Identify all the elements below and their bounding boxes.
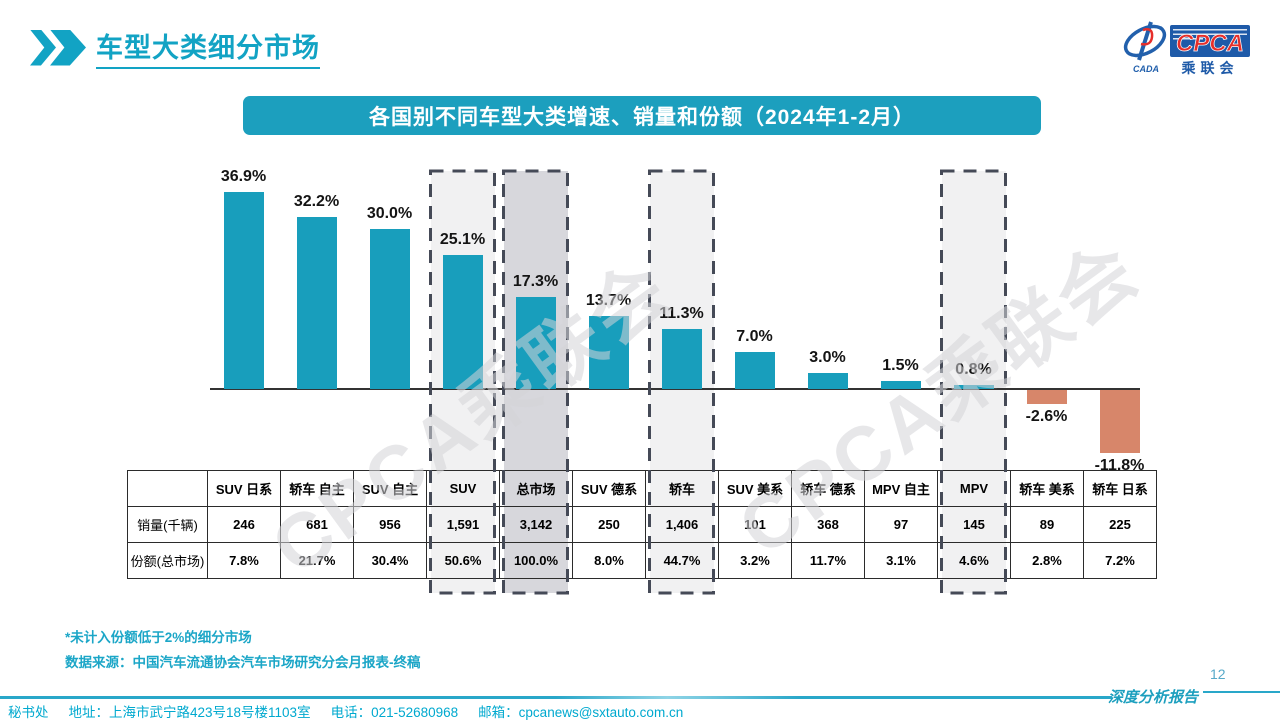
table-header-cell: MPV (937, 470, 1011, 507)
table-value-cell: 97 (864, 506, 938, 543)
growth-bar (369, 229, 410, 389)
table-value-cell: 7.2% (1083, 542, 1157, 579)
growth-bar (223, 192, 264, 389)
table-value-cell: 2.8% (1010, 542, 1084, 579)
logo-acronym: CPCA (1176, 30, 1244, 57)
table-header-cell: SUV 日系 (207, 470, 281, 507)
chevron-right-icon (30, 29, 56, 66)
footer-email: 邮箱：cpcanews@sxtauto.com.cn (478, 705, 684, 720)
report-type-label: 深度分析报告 (1108, 690, 1199, 706)
table-row-label: 份额(总市场) (127, 542, 208, 579)
table-header-cell: 轿车 (645, 470, 719, 507)
bar-value-label: 17.3% (512, 273, 559, 290)
table-value-cell: 368 (791, 506, 865, 543)
bar-value-label: 11.3% (659, 305, 704, 322)
cpca-logo-graphic: CADA CPCA 乘联会 (1123, 21, 1250, 76)
table-value-cell: 50.6% (426, 542, 500, 579)
table-value-cell: 4.6% (937, 542, 1011, 579)
growth-bar (880, 381, 921, 389)
bar-value-label: 36.9% (220, 168, 267, 185)
table-value-cell: 30.4% (353, 542, 427, 579)
table-header-cell: SUV 自主 (353, 470, 427, 507)
bar-value-label: 1.5% (882, 357, 919, 374)
chart-banner-title: 各国别不同车型大类增速、销量和份额（2024年1-2月） (243, 96, 1041, 135)
footer-contact: 秘书处 地址：上海市武宁路423号18号楼1103室 电话：021-526809… (8, 701, 683, 720)
logo-sub-label: CADA (1133, 64, 1159, 74)
growth-bar (1026, 390, 1067, 404)
table-header-cell: SUV 美系 (718, 470, 792, 507)
table-value-cell: 3.1% (864, 542, 938, 579)
growth-bar (661, 329, 702, 389)
table-corner-cell (127, 470, 208, 507)
footer-divider-line-right (1203, 691, 1280, 693)
table-value-cell: 8.0% (572, 542, 646, 579)
table-value-cell: 225 (1083, 506, 1157, 543)
bar-value-label: 13.7% (585, 292, 632, 309)
footer-secretariat: 秘书处 (8, 705, 49, 720)
growth-bar (734, 352, 775, 389)
table-header-cell: SUV (426, 470, 500, 507)
table-value-cell: 1,591 (426, 506, 500, 543)
table-value-cell: 101 (718, 506, 792, 543)
table-value-cell: 250 (572, 506, 646, 543)
table-value-cell: 44.7% (645, 542, 719, 579)
footnote-source: 数据来源：中国汽车流通协会汽车市场研究分会月报表-终稿 (65, 655, 421, 670)
table-value-cell: 246 (207, 506, 281, 543)
table-row-label: 销量(千辆) (127, 506, 208, 543)
footnote-asterisk: *未计入份额低于2%的细分市场 (65, 630, 252, 645)
bar-value-label: 7.0% (736, 328, 773, 345)
table-value-cell: 11.7% (791, 542, 865, 579)
growth-bar (515, 297, 556, 389)
bar-value-label: -11.8% (1094, 457, 1145, 474)
growth-bar (588, 316, 629, 389)
table-value-cell: 681 (280, 506, 354, 543)
data-table: SUV 日系 轿车 自主 SUV 自主 SUV 总市场 SUV 德系 轿车 SUV 美系 轿车 … (127, 470, 1157, 579)
double-chevron-icon (30, 29, 86, 66)
footer-address: 地址：上海市武宁路423号18号楼1103室 (68, 705, 311, 720)
table-value-cell: 1,406 (645, 506, 719, 543)
table-header-cell: MPV 自主 (864, 470, 938, 507)
table-header-cell: 轿车 美系 (1010, 470, 1084, 507)
table-value-cell: 3.2% (718, 542, 792, 579)
footer-phone: 电话：021-52680968 (330, 705, 459, 720)
table-value-cell: 89 (1010, 506, 1084, 543)
table-value-cell: 7.8% (207, 542, 281, 579)
cpca-logo: CADA CPCA 乘联会 (1120, 16, 1252, 81)
bar-value-label: 30.0% (366, 205, 413, 222)
table-value-cell: 145 (937, 506, 1011, 543)
bar-value-label: 25.1% (439, 231, 486, 248)
growth-bar (1099, 390, 1140, 453)
table-value-cell: 100.0% (499, 542, 573, 579)
page-number: 12 (1210, 666, 1226, 682)
page-title: 车型大类细分市场 (96, 26, 320, 69)
table-value-cell: 3,142 (499, 506, 573, 543)
table-header-cell: 轿车 自主 (280, 470, 354, 507)
growth-bar (807, 373, 848, 389)
footer-divider-line (0, 696, 1112, 699)
table-value-cell: 956 (353, 506, 427, 543)
growth-bar (953, 385, 994, 389)
header: 车型大类细分市场 (30, 26, 320, 69)
growth-bar (296, 217, 337, 389)
logo-cn-name: 乘联会 (1181, 60, 1239, 76)
table-header-cell: SUV 德系 (572, 470, 646, 507)
bar-value-label: 3.0% (809, 349, 846, 366)
table-header-cell: 总市场 (499, 470, 573, 507)
bar-value-label: 32.2% (293, 193, 340, 210)
table-header-cell: 轿车 日系 (1083, 470, 1157, 507)
bar-value-label: -2.6% (1025, 408, 1068, 425)
table-header-cell: 轿车 德系 (791, 470, 865, 507)
growth-bar (442, 255, 483, 389)
bar-value-label: 0.8% (955, 361, 992, 378)
table-value-cell: 21.7% (280, 542, 354, 579)
